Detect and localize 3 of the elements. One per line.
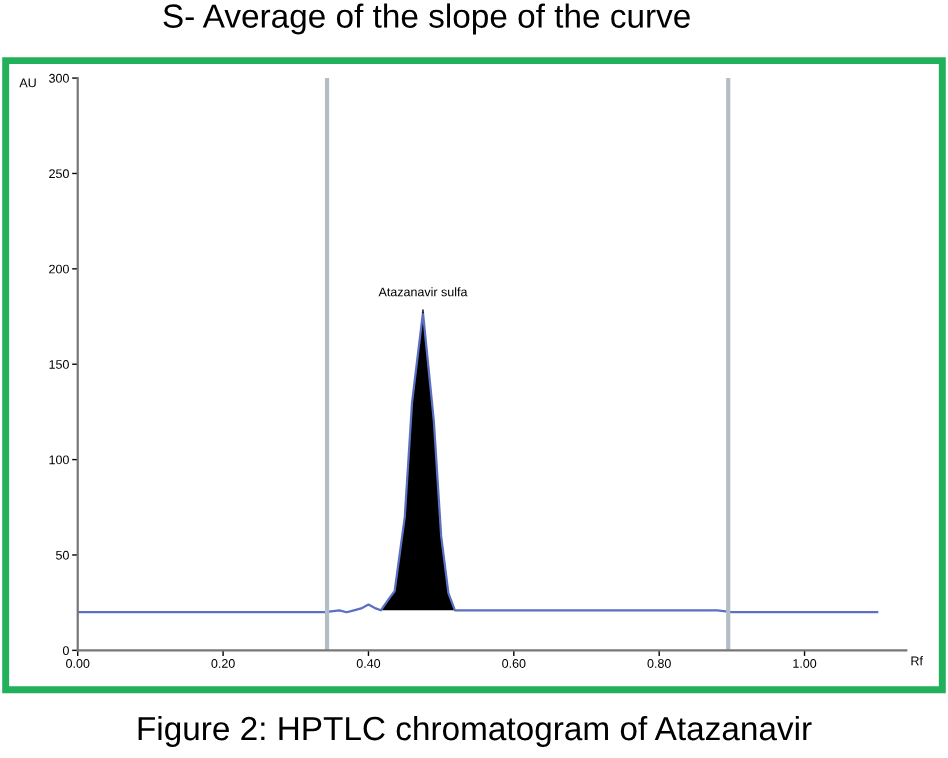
line-series xyxy=(77,311,879,614)
caption: Figure 2: HPTLC chromatogram of Atazanavir xyxy=(138,715,812,748)
chart-title: S- Average of the slope of the curve xyxy=(163,3,690,35)
